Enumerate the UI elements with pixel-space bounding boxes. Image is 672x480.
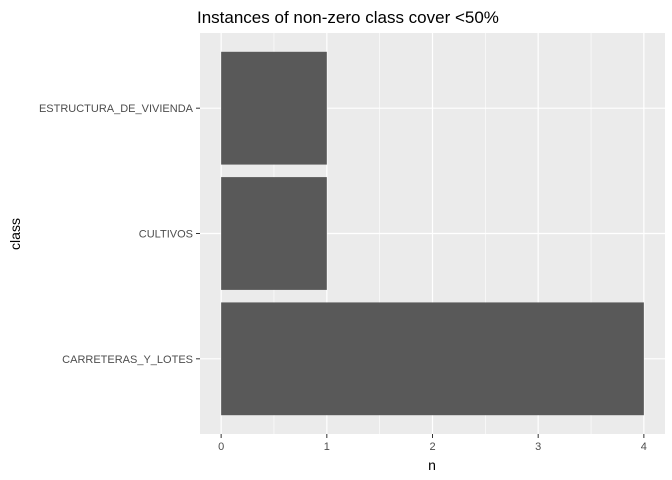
x-tick-label: 3 [535, 441, 541, 453]
x-tick-label: 4 [641, 441, 647, 453]
y-axis: CARRETERAS_Y_LOTES CULTIVOS ESTRUCTURA_DE_… [39, 103, 200, 366]
x-tick-label: 1 [324, 441, 330, 453]
x-axis: 0 1 2 3 4 [218, 434, 647, 453]
x-tick-label: 0 [218, 441, 224, 453]
x-tick-label: 2 [429, 441, 435, 453]
y-axis-title: class [7, 218, 23, 250]
x-axis-title: n [428, 457, 436, 473]
bar [221, 177, 327, 290]
chart-title: Instances of non-zero class cover <50% [197, 8, 499, 27]
bar [221, 302, 644, 416]
y-tick-label: CARRETERAS_Y_LOTES [62, 354, 193, 366]
y-tick-label: ESTRUCTURA_DE_VIVIENDA [39, 103, 194, 115]
bar [221, 51, 327, 165]
y-tick-label: CULTIVOS [139, 229, 193, 241]
bars [221, 51, 644, 416]
